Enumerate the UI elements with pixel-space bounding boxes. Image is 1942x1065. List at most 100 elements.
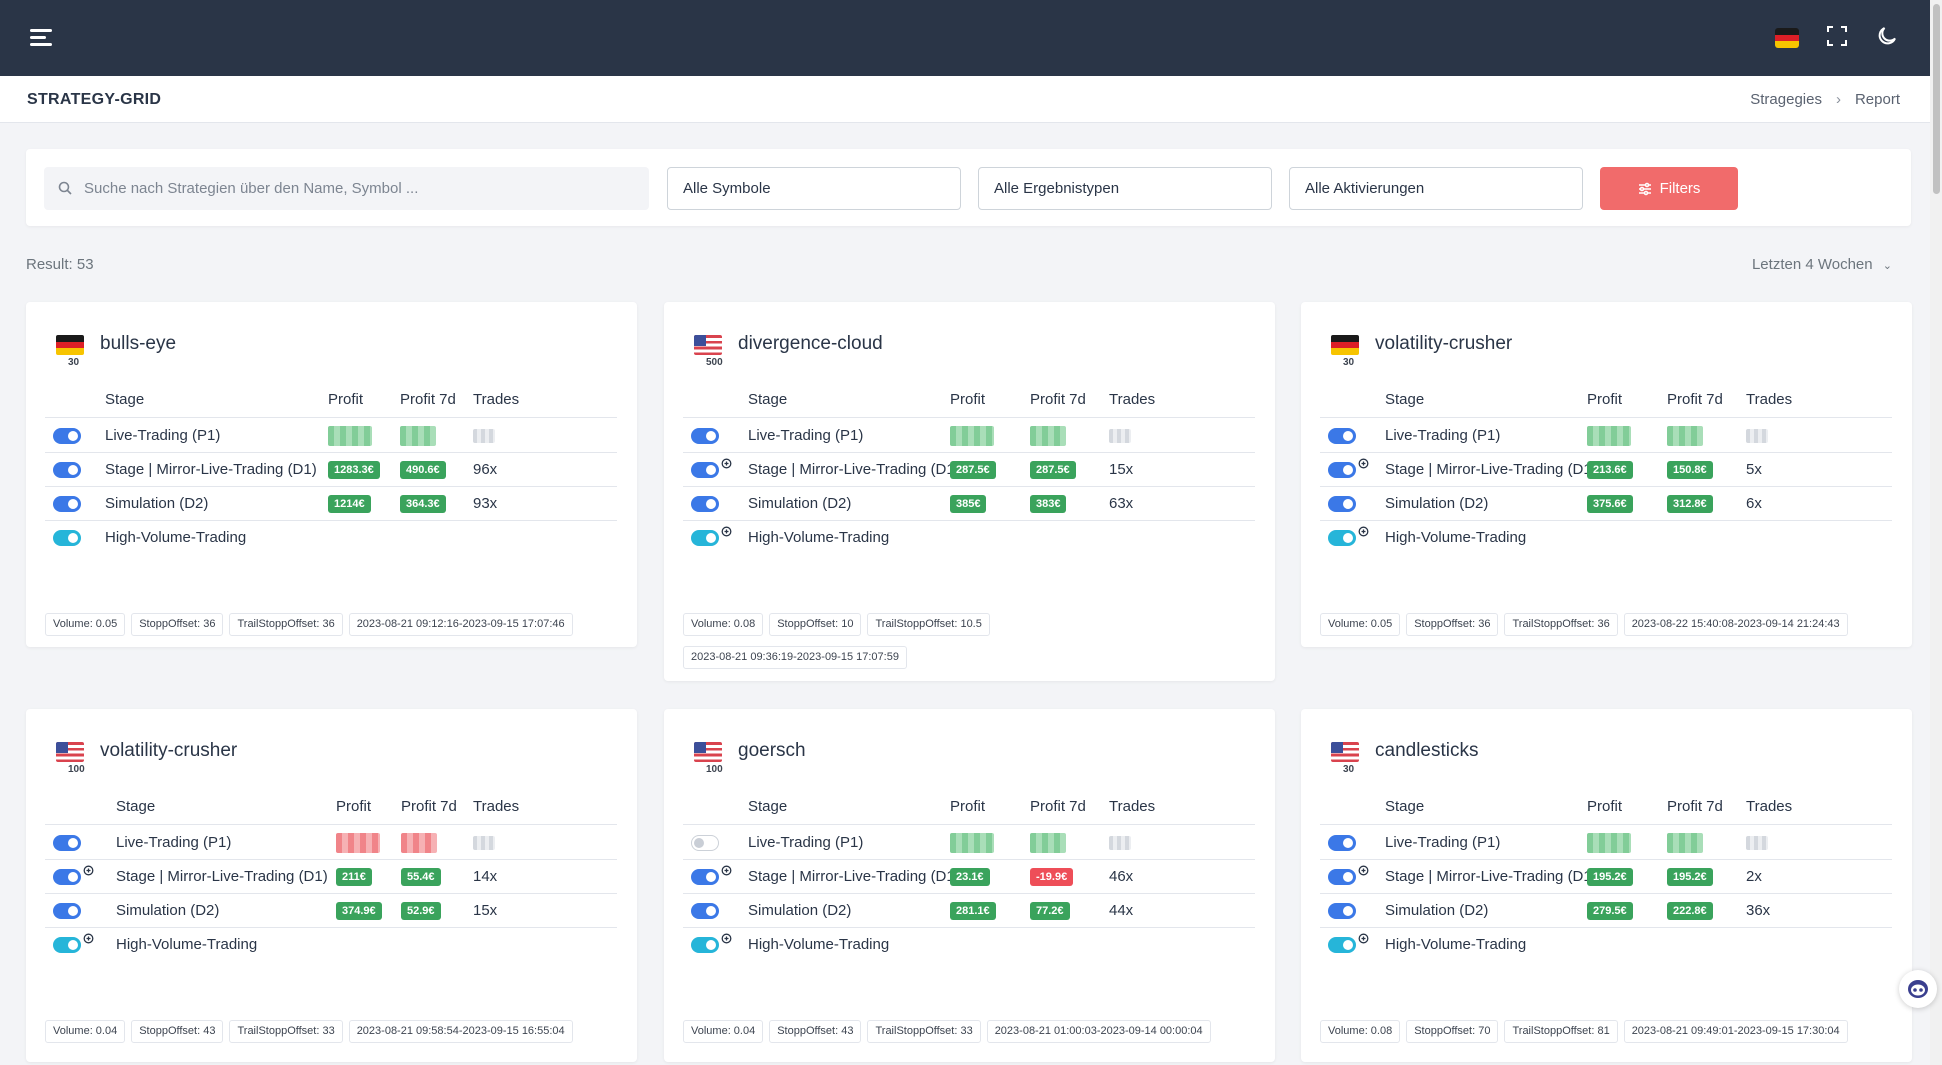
stage-toggle[interactable] xyxy=(53,869,81,885)
stage-toggle[interactable] xyxy=(53,937,81,953)
table-header: Stage Profit Profit 7d Trades xyxy=(45,386,617,418)
flag-badge: 100 xyxy=(68,764,85,775)
info-chip: TrailStoppOffset: 36 xyxy=(229,613,343,636)
profit-redacted xyxy=(950,426,994,446)
strategy-name[interactable]: candlesticks xyxy=(1375,740,1479,761)
stage-toggle[interactable] xyxy=(53,835,81,851)
chat-assistant-button[interactable] xyxy=(1899,970,1937,1008)
stage-label: Live-Trading (P1) xyxy=(1385,834,1501,851)
profit7d-redacted xyxy=(1667,426,1703,446)
table-row: High-Volume-Trading xyxy=(683,521,1255,555)
page-title: STRATEGY-GRID xyxy=(27,91,162,108)
stage-toggle[interactable] xyxy=(1328,428,1356,444)
info-chip: Volume: 0.08 xyxy=(683,613,764,636)
strategy-name[interactable]: volatility-crusher xyxy=(1375,333,1513,354)
info-chip: Volume: 0.05 xyxy=(45,613,126,636)
stage-toggle[interactable] xyxy=(1328,835,1356,851)
result-count: Result: 53 xyxy=(26,256,94,273)
stage-toggle[interactable] xyxy=(691,835,719,851)
info-chip: Volume: 0.04 xyxy=(45,1020,126,1043)
stage-toggle[interactable] xyxy=(53,428,81,444)
top-navbar xyxy=(0,0,1930,76)
profit-badge: 195.2€ xyxy=(1587,868,1633,886)
table-row: High-Volume-Trading xyxy=(1320,521,1892,555)
flag-us-icon xyxy=(1331,742,1359,762)
profit7d-badge: 195.2€ xyxy=(1667,868,1713,886)
table-header: Stage Profit Profit 7d Trades xyxy=(683,386,1255,418)
page-header: STRATEGY-GRID Stragegies › Report xyxy=(0,76,1930,123)
profit7d-redacted xyxy=(1667,833,1703,853)
flag-de-icon xyxy=(56,335,84,355)
page-scrollbar[interactable] xyxy=(1930,0,1942,1065)
info-chip: StoppOffset: 43 xyxy=(769,1020,862,1043)
table-row: High-Volume-Trading xyxy=(45,928,617,962)
flag-badge: 30 xyxy=(68,357,80,368)
result-types-select[interactable]: Alle Ergebnistypen xyxy=(978,167,1272,210)
search-box xyxy=(44,167,649,210)
table-row: Live-Trading (P1) xyxy=(45,419,617,453)
stage-toggle[interactable] xyxy=(691,903,719,919)
strategy-name[interactable]: divergence-cloud xyxy=(738,333,883,354)
stage-toggle[interactable] xyxy=(691,428,719,444)
link-icon xyxy=(1358,526,1370,538)
stage-toggle[interactable] xyxy=(53,903,81,919)
filters-button[interactable]: Filters xyxy=(1600,167,1738,210)
stage-toggle[interactable] xyxy=(1328,869,1356,885)
strategy-name[interactable]: goersch xyxy=(738,740,806,761)
table-row: Live-Trading (P1) xyxy=(1320,826,1892,860)
breadcrumb-report[interactable]: Report xyxy=(1854,91,1900,108)
profit-redacted xyxy=(336,833,380,853)
profit7d-badge: 222.8€ xyxy=(1667,902,1713,920)
strategy-card: 100 goersch Stage Profit Profit 7d Trades Live… xyxy=(664,709,1275,1062)
stage-label: High-Volume-Trading xyxy=(748,529,890,546)
symbols-select[interactable]: Alle Symbole xyxy=(667,167,961,210)
profit7d-badge: -19.9€ xyxy=(1030,868,1074,886)
stage-toggle[interactable] xyxy=(1328,903,1356,919)
breadcrumb-strategies[interactable]: Stragegies xyxy=(1750,91,1822,108)
activations-select[interactable]: Alle Aktivierungen xyxy=(1289,167,1583,210)
profit-redacted xyxy=(1587,833,1631,853)
profit7d-badge: 383€ xyxy=(1030,495,1067,513)
flag-badge: 30 xyxy=(1343,357,1355,368)
profit7d-redacted xyxy=(1030,833,1066,853)
filter-bar: Alle Symbole Alle Ergebnistypen Alle Akt… xyxy=(26,149,1911,226)
col-stage: Stage xyxy=(748,798,788,815)
stage-toggle[interactable] xyxy=(691,530,719,546)
table-row: Live-Trading (P1) xyxy=(683,419,1255,453)
stage-toggle[interactable] xyxy=(53,462,81,478)
card-header: 30 candlesticks xyxy=(1331,740,1479,775)
trades-redacted xyxy=(1109,429,1131,443)
stage-toggle[interactable] xyxy=(691,496,719,512)
trades-redacted xyxy=(473,429,495,443)
card-header: 30 volatility-crusher xyxy=(1331,333,1513,368)
flag-de-icon[interactable] xyxy=(1775,28,1799,48)
info-chip: 2023-08-21 01:00:03-2023-09-14 00:00:04 xyxy=(986,1020,1211,1043)
stage-label: Stage | Mirror-Live-Trading (D1) xyxy=(105,461,317,478)
period-dropdown[interactable]: Letzten 4 Wochen ⌄ xyxy=(1752,256,1892,273)
stage-toggle[interactable] xyxy=(1328,937,1356,953)
info-chip: StoppOffset: 43 xyxy=(131,1020,224,1043)
stage-toggle[interactable] xyxy=(1328,496,1356,512)
moon-icon[interactable] xyxy=(1876,25,1902,51)
stage-toggle[interactable] xyxy=(691,869,719,885)
fullscreen-icon[interactable] xyxy=(1826,25,1852,51)
link-icon xyxy=(83,865,95,877)
profit-badge: 281.1€ xyxy=(950,902,996,920)
stage-label: Stage | Mirror-Live-Trading (D1) xyxy=(748,461,960,478)
stage-toggle[interactable] xyxy=(1328,462,1356,478)
flag-badge: 30 xyxy=(1343,764,1355,775)
strategy-name[interactable]: bulls-eye xyxy=(100,333,177,354)
link-icon xyxy=(721,933,733,945)
strategy-name[interactable]: volatility-crusher xyxy=(100,740,238,761)
stage-toggle[interactable] xyxy=(691,462,719,478)
stage-toggle[interactable] xyxy=(1328,530,1356,546)
link-icon xyxy=(1358,458,1370,470)
profit-badge: 211€ xyxy=(336,868,372,886)
profit7d-badge: 364.3€ xyxy=(400,495,446,513)
table-row: Stage | Mirror-Live-Trading (D1) 287.5€ 28… xyxy=(683,453,1255,487)
stage-toggle[interactable] xyxy=(53,530,81,546)
stage-toggle[interactable] xyxy=(691,937,719,953)
search-input[interactable] xyxy=(84,167,644,210)
stage-toggle[interactable] xyxy=(53,496,81,512)
hamburger-icon[interactable] xyxy=(30,27,54,47)
